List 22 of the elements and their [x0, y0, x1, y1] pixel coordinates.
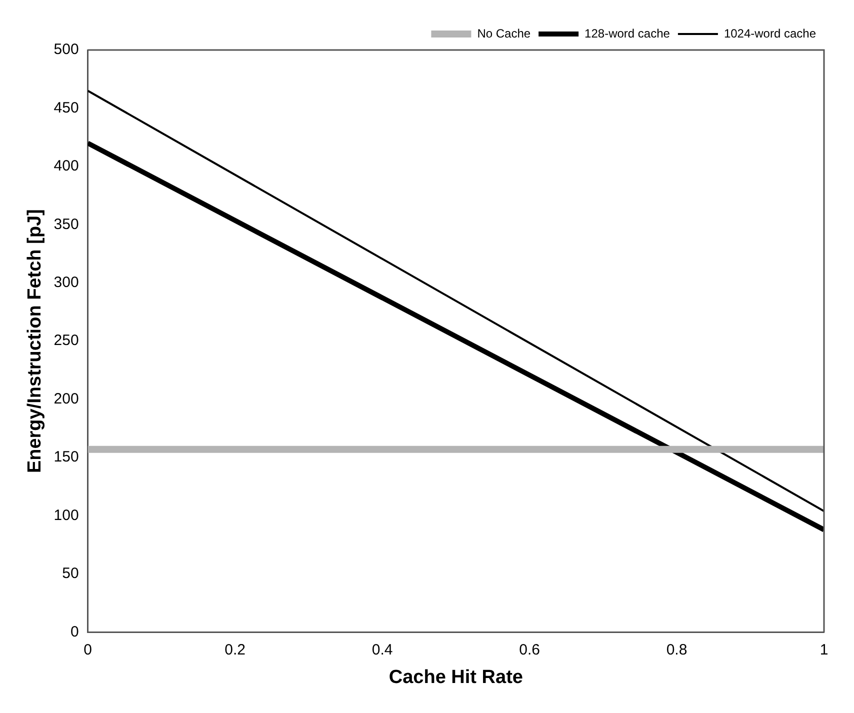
x-tick-label: 1 — [820, 641, 828, 658]
y-tick-label: 100 — [54, 506, 79, 524]
x-tick-label: 0 — [84, 641, 92, 658]
x-tick-label: 0.4 — [372, 641, 393, 658]
y-tick-label: 200 — [54, 390, 79, 408]
legend-label: 1024-word cache — [724, 26, 816, 40]
y-axis-title: Energy/Instruction Fetch [pJ] — [24, 209, 46, 474]
y-tick-label: 300 — [54, 274, 79, 292]
x-tick-label: 0.6 — [519, 641, 540, 658]
y-tick-label: 500 — [54, 41, 79, 58]
y-tick-label: 400 — [54, 158, 79, 175]
y-tick-label: 0 — [70, 623, 79, 640]
y-tick-label: 250 — [54, 332, 79, 350]
legend-label: No Cache — [477, 26, 531, 40]
legend-label: 128-word cache — [584, 26, 670, 40]
y-tick-label: 150 — [54, 448, 79, 466]
y-tick-label: 450 — [54, 99, 79, 116]
y-tick-label: 50 — [62, 565, 79, 582]
y-tick-label: 350 — [54, 216, 79, 233]
x-tick-label: 0.8 — [666, 641, 688, 658]
x-tick-label: 0.2 — [224, 641, 246, 658]
x-axis-title: Cache Hit Rate — [388, 666, 523, 688]
